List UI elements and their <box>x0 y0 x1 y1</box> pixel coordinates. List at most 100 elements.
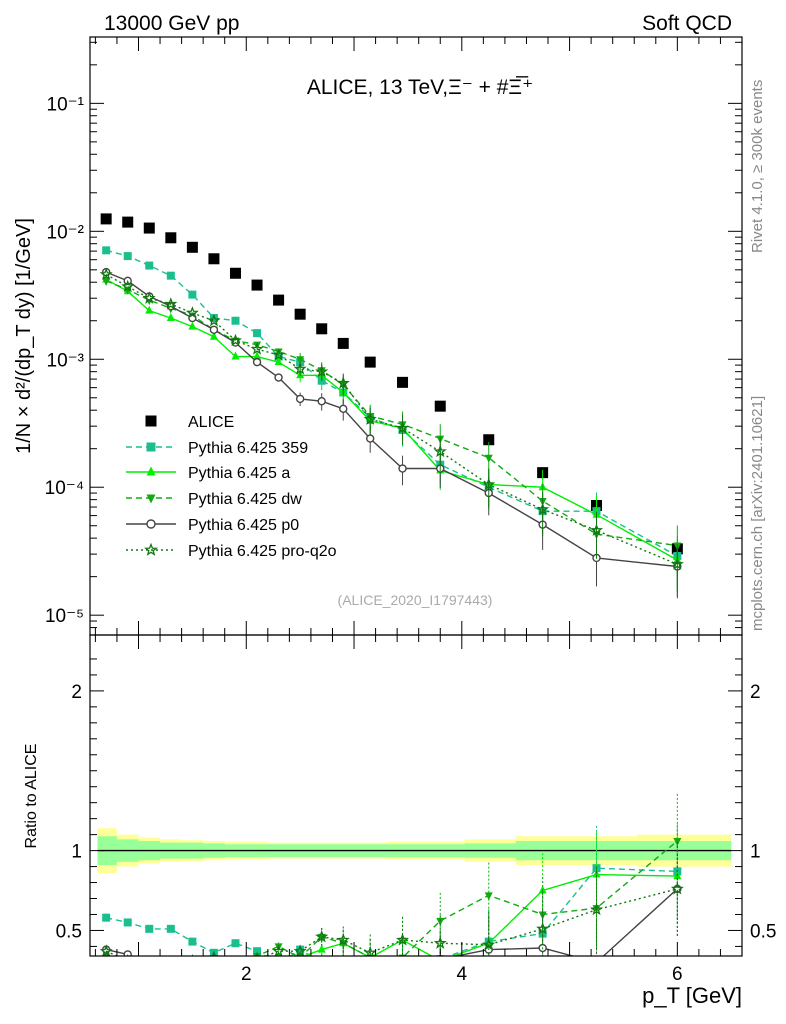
data-point <box>252 357 262 367</box>
ratio-point <box>275 960 283 968</box>
data-point <box>295 394 305 404</box>
main-ticks: 10⁻⁵ 10⁻⁴ 10⁻³ 10⁻² 10⁻¹ <box>45 37 742 636</box>
ratio-line <box>105 888 678 956</box>
data-point <box>208 253 220 265</box>
data-point <box>317 397 326 406</box>
data-point <box>188 321 197 330</box>
ratio-point <box>272 944 286 956</box>
ratio-point <box>318 958 326 966</box>
ratio-point <box>336 933 350 946</box>
data-point <box>484 454 493 463</box>
data-point <box>315 364 329 378</box>
y-tick-label: 10⁻¹ <box>47 94 85 115</box>
mcplots-label: mcplots.cern.ch [arXiv:2401.10621] <box>749 396 766 631</box>
data-point <box>273 294 285 306</box>
ratio-point <box>440 955 441 956</box>
ratio-point <box>189 962 196 969</box>
data-point <box>296 356 305 365</box>
legend-item: Pythia 6.425 359 <box>126 440 308 457</box>
ratio-point <box>231 959 239 967</box>
ratio-point <box>188 967 196 975</box>
data-point <box>251 279 263 291</box>
ratio-point <box>317 944 326 953</box>
ratio-point <box>145 969 153 977</box>
data-point <box>100 213 112 225</box>
data-point <box>253 351 262 360</box>
ratio-point <box>536 922 550 935</box>
data-point <box>253 329 262 338</box>
data-point <box>250 342 264 355</box>
data-point <box>231 316 240 325</box>
data-point <box>293 362 307 375</box>
ratio-frame <box>89 634 743 957</box>
data-point <box>482 477 496 491</box>
ratio-point <box>366 958 374 966</box>
legend-item: ALICE <box>145 414 234 431</box>
data-point <box>209 331 218 340</box>
ratio-point <box>145 924 154 933</box>
data-point <box>339 404 348 414</box>
ratio-point <box>590 902 604 916</box>
ratio-point <box>235 955 236 956</box>
rivet-label: Rivet 4.1.0, ≥ 300k events <box>749 80 766 253</box>
data-point <box>434 400 446 412</box>
data-point <box>186 241 198 253</box>
data-point <box>294 308 306 320</box>
ratio-ticks: 0.5 0.5 1 1 2 2 2 4 6 <box>56 635 776 985</box>
legend-marker <box>144 542 158 556</box>
ratio-point <box>484 892 493 901</box>
legend-label: ALICE <box>188 414 234 431</box>
ratio-point <box>210 965 218 973</box>
data-point <box>337 337 349 349</box>
ratio-point <box>232 960 239 967</box>
y-tick-label: 10⁻³ <box>47 350 85 371</box>
legend-item: Pythia 6.425 dw <box>126 491 302 508</box>
data-point <box>165 232 177 244</box>
data-point <box>102 277 111 286</box>
data-point <box>228 333 242 347</box>
data-point <box>229 267 241 279</box>
legend-marker <box>146 519 156 529</box>
x-tick-label: 2 <box>241 964 252 985</box>
ratio-point <box>191 953 194 956</box>
ratio-point <box>210 962 217 969</box>
ratio-point <box>166 924 175 933</box>
y-tick-label: 10⁻⁴ <box>45 478 84 499</box>
legend-label: Pythia 6.425 p0 <box>188 517 299 534</box>
ratio-point <box>123 950 132 956</box>
ratio-point <box>167 963 175 971</box>
ratio-line <box>106 867 678 956</box>
data-point <box>142 291 156 304</box>
ratio-point <box>296 945 305 954</box>
data-point <box>166 271 175 280</box>
data-point <box>536 502 550 515</box>
legend-item: Pythia 6.425 p0 <box>126 517 299 534</box>
ratio-point <box>275 967 282 974</box>
data-point <box>670 557 684 570</box>
ratio-y-tick-label-right: 1 <box>750 842 761 863</box>
ratio-point <box>188 961 196 969</box>
ratio-point <box>253 961 261 969</box>
ratio-point <box>315 929 329 943</box>
data-point <box>207 313 221 327</box>
ratio-marks <box>97 793 732 977</box>
ratio-point <box>340 957 347 964</box>
analysis-id: (ALICE_2020_I1797443) <box>338 592 493 608</box>
ratio-line <box>302 873 678 956</box>
data-point <box>397 376 409 388</box>
ratio-point <box>293 944 307 956</box>
ratio-point <box>436 917 445 926</box>
ratio-point <box>124 959 132 967</box>
y-tick-label: 10⁻⁵ <box>45 606 84 627</box>
main-marks <box>99 213 684 599</box>
process-label: Soft QCD <box>642 12 732 35</box>
data-point <box>336 376 350 389</box>
x-tick-label: 4 <box>457 964 468 985</box>
legend-label: Pythia 6.425 359 <box>188 440 308 457</box>
data-point <box>365 434 375 443</box>
ratio-y-tick-label: 1 <box>71 842 82 863</box>
data-point <box>185 306 199 319</box>
legend-label: Pythia 6.425 pro-q2o <box>188 543 337 560</box>
ratio-point <box>670 882 684 895</box>
